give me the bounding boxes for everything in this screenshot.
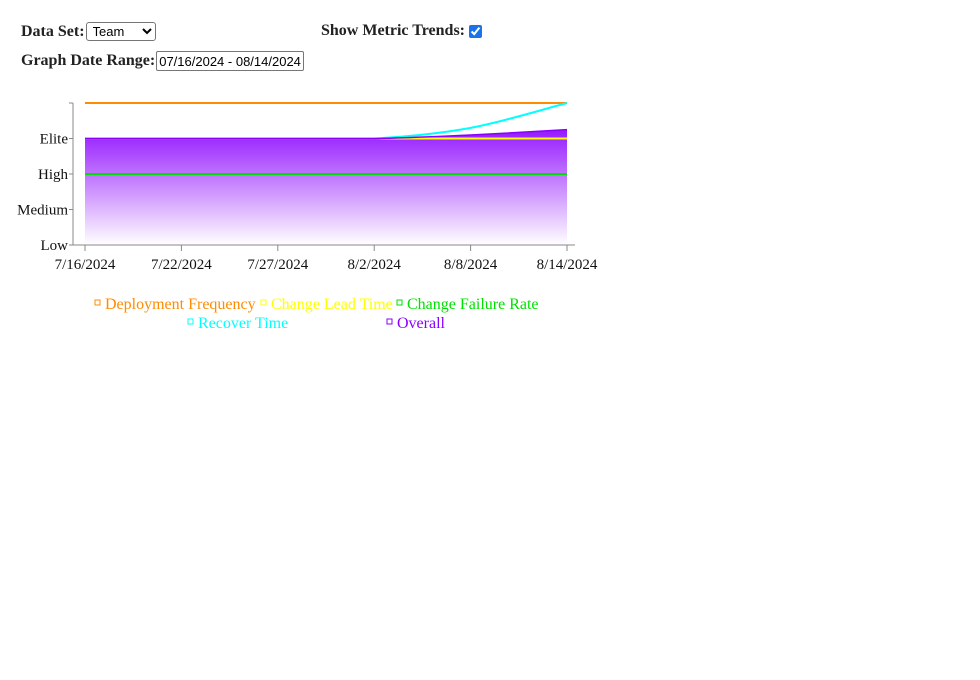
x-tick-label: 7/22/2024: [151, 257, 212, 273]
x-tick-label: 8/2/2024: [348, 257, 402, 273]
y-tick-label: Medium: [17, 203, 68, 219]
y-tick-label: High: [38, 167, 69, 183]
legend-label[interactable]: Change Failure Rate: [407, 296, 539, 313]
legend-label[interactable]: Overall: [397, 315, 446, 332]
axes: Low Medium High Elite 7/16/2024 7/22/2024 7/27…: [17, 102, 598, 273]
range-label: Graph Date Range:: [21, 52, 156, 69]
dataset-row: Data Set: Team: [21, 22, 156, 41]
x-tick-label: 8/14/2024: [537, 257, 598, 273]
y-tick-label: Elite: [40, 132, 69, 148]
metrics-chart: Low Medium High Elite 7/16/2024 7/22/2024 7/27…: [17, 102, 598, 332]
x-tick-label: 7/16/2024: [55, 257, 116, 273]
trends-row: Show Metric Trends:: [321, 22, 482, 40]
legend-swatch: [396, 299, 403, 306]
dataset-select[interactable]: Team: [85, 22, 156, 41]
x-tick-label: 7/27/2024: [247, 257, 308, 273]
overall-area-layer: [85, 129, 567, 245]
legend-swatch: [386, 318, 393, 325]
legend-swatch: [187, 318, 194, 325]
legend-label[interactable]: Change Lead Time: [271, 296, 393, 313]
overall-area: [85, 129, 567, 245]
legend-swatch: [260, 299, 267, 306]
trends-label: Show Metric Trends:: [321, 22, 465, 39]
series-lines: [84, 102, 568, 175]
legend-swatch: [94, 299, 101, 306]
legend-label[interactable]: Deployment Frequency: [105, 296, 256, 313]
x-tick-label: 8/8/2024: [444, 257, 498, 273]
series-line-overall: [84, 128, 568, 140]
dataset-label: Data Set:: [21, 22, 85, 40]
date-range-input[interactable]: [156, 51, 305, 71]
trends-checkbox[interactable]: [469, 24, 482, 38]
legend-label[interactable]: Recover Time: [198, 315, 288, 332]
y-tick-label: Low: [41, 238, 69, 254]
legend: Deployment Frequency Change Lead Time Chan…: [94, 296, 539, 332]
range-row: Graph Date Range:: [21, 51, 305, 71]
